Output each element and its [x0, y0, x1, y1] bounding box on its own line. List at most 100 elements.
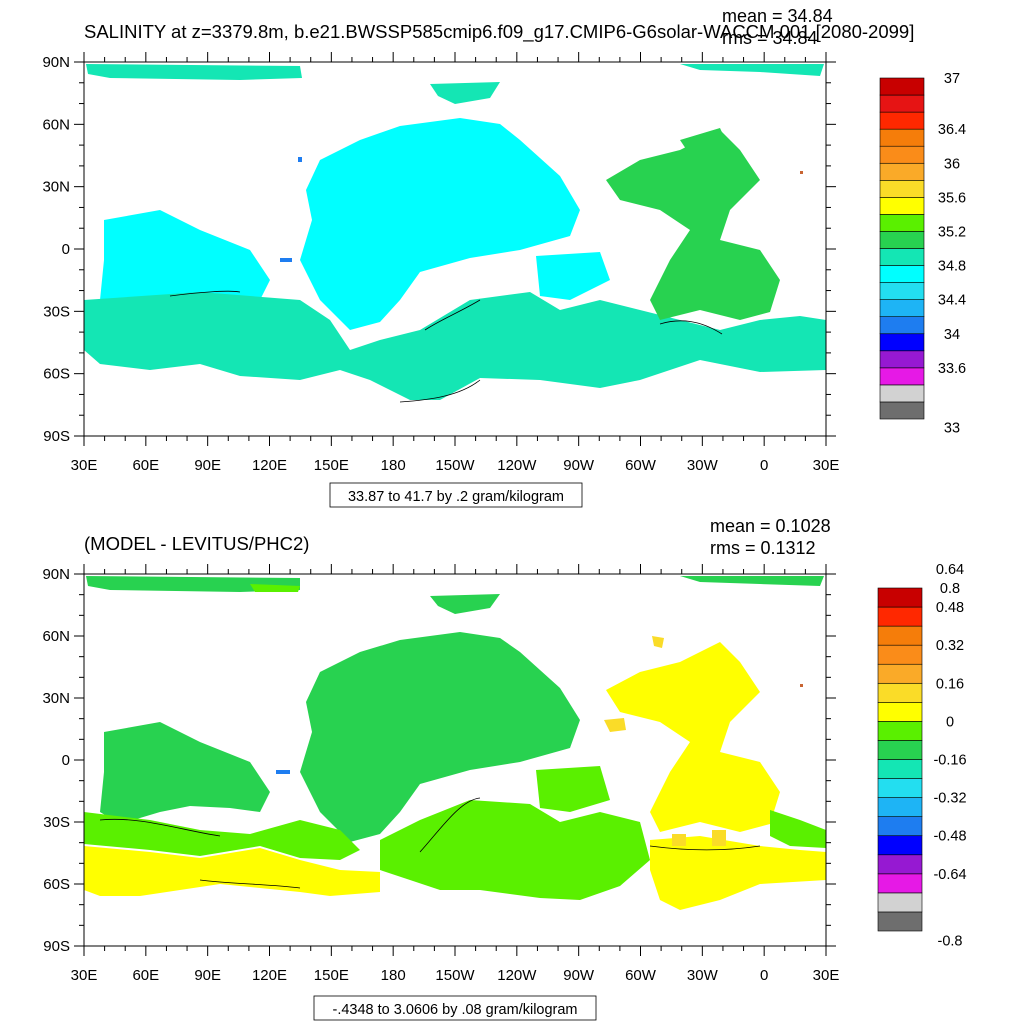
bottom-info-box-frame	[313, 995, 597, 1021]
bottom-blue-spot	[276, 770, 290, 774]
colorbar-label: -0.48	[933, 829, 966, 845]
colorbar-label: 34.4	[938, 293, 966, 309]
x-tick-label: 90E	[194, 457, 221, 474]
colorbar-label: 0.64	[936, 562, 964, 578]
bottom-contour-line-4	[649, 845, 761, 851]
bottom-brown-spot	[800, 684, 803, 687]
colorbar-label: 34.8	[938, 259, 966, 275]
x-tick-label: 30E	[71, 967, 98, 984]
panel-bottom-map	[84, 576, 826, 910]
colorbar-swatch	[877, 702, 923, 722]
colorbar-swatch	[877, 721, 923, 741]
bottom-southern-green-west	[84, 812, 360, 860]
top-indian-region	[100, 210, 270, 312]
panel-top-title: SALINITY at z=3379.8m, b.e21.BWSSP585cmi…	[84, 21, 914, 43]
colorbar-swatch	[877, 797, 923, 817]
x-tick-label: 120E	[252, 457, 287, 474]
y-tick-label: 90N	[42, 566, 70, 583]
colorbar-label: 0.32	[936, 638, 964, 654]
top-contour-line-4	[659, 320, 723, 335]
y-tick-label: 60N	[42, 628, 70, 645]
colorbar-swatch	[877, 682, 923, 703]
x-tick-label: 30E	[813, 967, 840, 984]
colorbar-swatch	[879, 111, 925, 130]
colorbar-label: 33	[944, 421, 960, 437]
colorbar-swatch	[879, 384, 925, 403]
bottom-arctic-region-2	[250, 584, 300, 592]
colorbar-label: 33.6	[938, 361, 966, 377]
x-tick-label: 120E	[252, 967, 287, 984]
colorbar-label: 35.6	[938, 190, 966, 206]
y-tick-label: 90S	[43, 938, 70, 955]
top-arctic-region-3	[680, 64, 824, 76]
colorbar-label: 0	[946, 714, 954, 730]
colorbar-swatch	[877, 606, 923, 627]
colorbar-swatch	[879, 214, 925, 232]
colorbar-swatch	[877, 873, 923, 894]
x-tick-label: 90E	[194, 967, 221, 984]
top-pacific-north-region	[300, 118, 580, 330]
bottom-south-pacific-green-2	[536, 766, 610, 812]
panel-top-map	[84, 64, 826, 403]
top-southern-region	[84, 292, 826, 400]
y-tick-label: 30N	[42, 690, 70, 707]
colorbar-swatch	[877, 740, 923, 760]
panel-bottom-title: (MODEL - LEVITUS/PHC2)	[84, 533, 309, 554]
y-tick-label: 0	[62, 752, 70, 769]
colorbar-swatch	[879, 265, 925, 283]
top-arctic-region-2	[430, 82, 500, 104]
colorbar-swatch	[879, 299, 925, 317]
colorbar-swatch	[877, 625, 923, 646]
bottom-contour-line-2	[419, 797, 481, 853]
x-tick-label: 0	[760, 967, 768, 984]
colorbar-swatch	[879, 248, 925, 266]
x-tick-label: 150E	[314, 967, 349, 984]
bottom-atlantic-region	[606, 642, 780, 832]
colorbar-swatch	[877, 663, 923, 684]
y-tick-label: 30S	[43, 303, 70, 320]
y-tick-label: 60S	[43, 876, 70, 893]
bottom-pacific-north-region	[300, 632, 580, 842]
bottom-contour-line-3	[199, 879, 301, 889]
top-colorbar: 33 33.6 34 34.4 34.8 35.2 35.6 36 36.4 37	[879, 71, 966, 437]
panel-top: SALINITY at z=3379.8m, b.e21.BWSSP585cmi…	[42, 6, 966, 508]
colorbar-label: -0.16	[933, 753, 966, 769]
colorbar-swatch	[877, 778, 923, 798]
colorbar-swatch	[879, 180, 925, 198]
colorbar-swatch	[877, 587, 923, 608]
colorbar-label: -0.32	[933, 791, 966, 807]
bottom-arctic-region-4	[680, 576, 824, 586]
colorbar-label: 0.8	[940, 581, 960, 597]
x-tick-label: 60E	[132, 967, 159, 984]
colorbar-label: 36	[944, 156, 960, 172]
colorbar-swatch	[877, 835, 923, 856]
panel-bottom: (MODEL - LEVITUS/PHC2) mean = 0.1028 rms…	[42, 516, 967, 1021]
top-contour-line-2	[424, 299, 481, 331]
x-tick-label: 150W	[435, 967, 475, 984]
colorbar-label: 34	[944, 327, 960, 343]
colorbar-swatch	[877, 892, 923, 913]
colorbar-swatch	[879, 77, 925, 96]
top-brown-spot	[800, 171, 803, 174]
x-tick-label: 60W	[625, 967, 657, 984]
colorbar-swatch	[879, 350, 925, 369]
colorbar-label: -0.64	[933, 867, 966, 883]
colorbar-swatch	[879, 333, 925, 352]
colorbar-swatch	[879, 231, 925, 249]
colorbar-label: 0.48	[936, 600, 964, 616]
panel-bottom-rms: rms = 0.1312	[710, 538, 816, 558]
colorbar-label: -0.8	[938, 934, 963, 950]
colorbar-label: 0.16	[936, 676, 964, 692]
bottom-atlantic-south-region	[650, 836, 826, 910]
x-tick-label: 150E	[314, 457, 349, 474]
colorbar-swatch	[879, 197, 925, 215]
bottom-colorbar: -0.8 -0.64 -0.48 -0.32 -0.16 0 0.16 0.32 0.48 0.6…	[877, 562, 967, 950]
bottom-orange-patch-2	[604, 718, 626, 732]
top-deep-blue-spot	[298, 157, 302, 162]
x-tick-label: 120W	[497, 457, 537, 474]
top-blue-spot	[280, 258, 292, 262]
y-tick-label: 90S	[43, 428, 70, 445]
bottom-orange-patch-1	[652, 636, 664, 648]
bottom-orange-patch-4	[712, 830, 726, 846]
x-tick-label: 180	[381, 457, 406, 474]
